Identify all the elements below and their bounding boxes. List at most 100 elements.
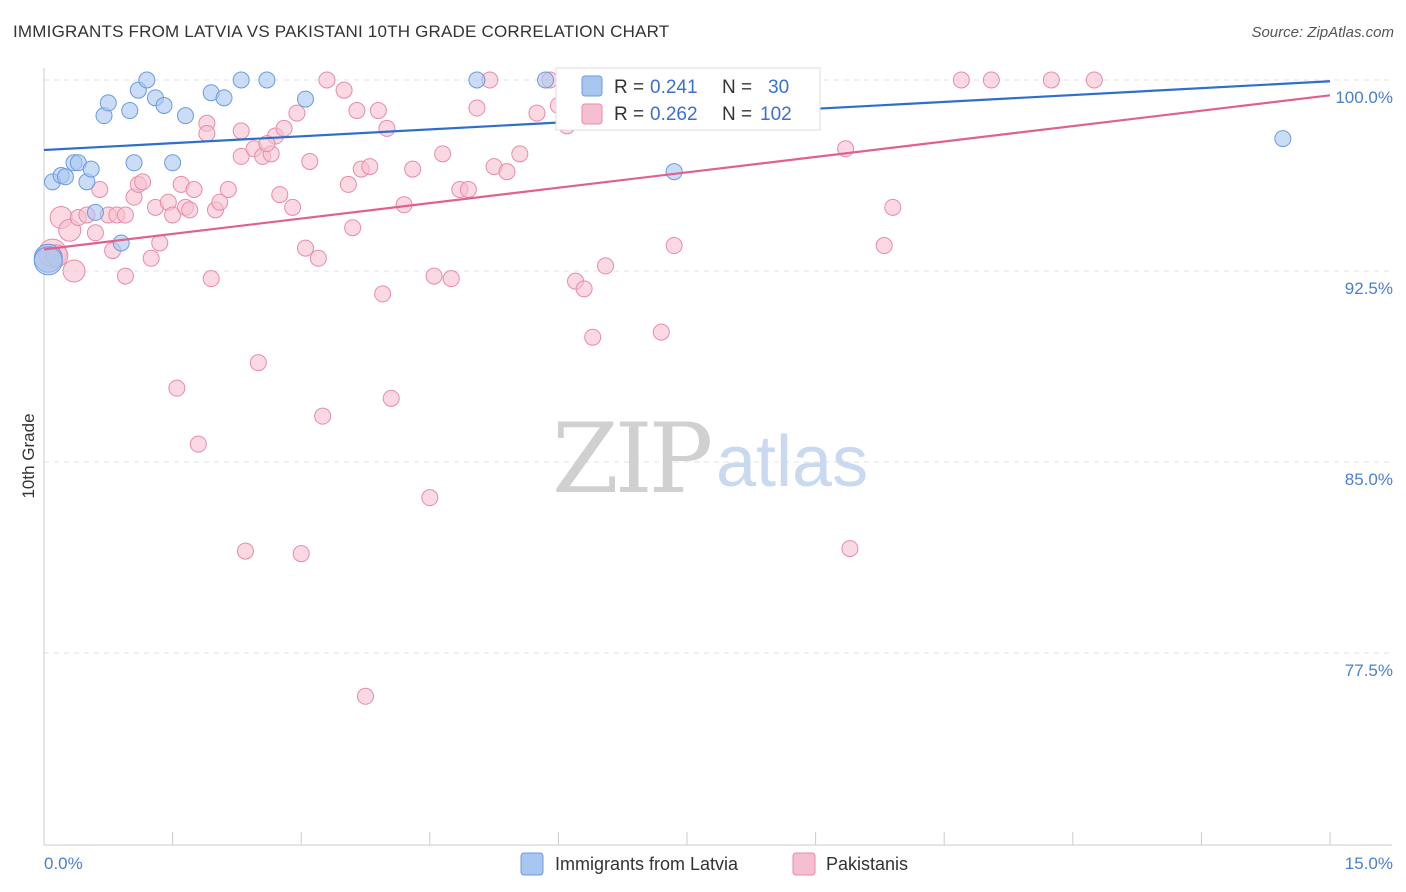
pakistani-point — [344, 219, 362, 237]
latvia-point — [468, 71, 486, 89]
pakistani-point — [134, 173, 152, 191]
legend: R = 0.241 N = 30 R = 0.262 N = 102 — [555, 67, 821, 131]
bottom-legend-swatch-pakistanis — [792, 852, 816, 876]
pakistani-point — [116, 267, 134, 285]
bottom-legend-swatch-latvia — [520, 852, 544, 876]
pakistani-point — [91, 181, 109, 199]
watermark-atlas: atlas — [716, 422, 868, 502]
pakistani-point — [249, 354, 267, 372]
legend-n-value-pakistanis: 102 — [760, 104, 792, 125]
pakistani-point — [62, 259, 86, 283]
latvia-point — [232, 71, 250, 89]
pakistani-point — [361, 158, 379, 176]
pakistani-point — [382, 389, 400, 407]
pakistani-point — [374, 285, 392, 303]
legend-swatch-latvia — [581, 75, 603, 97]
pakistani-point — [425, 267, 443, 285]
latvia-point — [56, 168, 74, 186]
pakistani-point — [236, 542, 254, 560]
pakistani-point — [468, 99, 486, 117]
source-label: Source: ZipAtlas.com — [1251, 24, 1394, 41]
pakistani-point — [164, 206, 182, 224]
pakistani-point — [189, 435, 207, 453]
pakistani-point — [275, 119, 293, 137]
latvia-point — [537, 71, 555, 89]
latvia-point — [258, 71, 276, 89]
pakistani-point — [404, 160, 422, 178]
latvia-point — [82, 160, 100, 178]
pakistani-point — [348, 102, 366, 120]
pakistani-point — [652, 323, 670, 341]
pakistani-point — [982, 71, 1000, 89]
y-tick-label: 77.5% — [1345, 661, 1393, 680]
y-tick-labels: 100.0% 92.5% 85.0% 77.5% — [1335, 88, 1393, 680]
pakistani-point — [309, 249, 327, 267]
latvia-point — [121, 102, 139, 120]
latvia-point — [296, 90, 314, 108]
pakistani-point — [597, 257, 615, 275]
pakistani-point — [271, 186, 289, 204]
trend-line-pakistanis — [43, 94, 1331, 251]
pakistani-point — [116, 206, 134, 224]
pakistani-point — [296, 239, 314, 257]
pakistani-point — [498, 163, 516, 181]
legend-r-value-latvia: 0.241 — [650, 77, 698, 98]
latvia-point — [86, 203, 104, 221]
pakistani-point — [875, 237, 893, 255]
legend-r-value-pakistanis: 0.262 — [650, 104, 698, 125]
latvia-point — [125, 154, 143, 172]
watermark: ZIP atlas — [552, 403, 868, 515]
bottom-legend: Immigrants from Latvia Pakistanis — [520, 852, 908, 876]
legend-r-label-latvia: R = — [614, 77, 644, 98]
latvia-point — [164, 154, 182, 172]
latvia-point — [665, 163, 683, 181]
pakistani-point — [1042, 71, 1060, 89]
legend-swatch-pakistanis — [581, 103, 603, 125]
data-points — [33, 71, 1292, 705]
pakistani-point — [86, 224, 104, 242]
pakistani-point — [442, 270, 460, 288]
pakistani-point — [421, 489, 439, 507]
pakistani-point — [185, 181, 203, 199]
grid-lines — [44, 79, 1392, 654]
watermark-zip: ZIP — [552, 403, 711, 515]
pakistani-point — [369, 102, 387, 120]
bottom-legend-label-pakistanis: Pakistanis — [826, 854, 908, 874]
pakistani-point — [511, 145, 529, 163]
pakistani-point — [181, 201, 199, 219]
x-ticks — [43, 832, 1331, 845]
pakistani-point — [301, 152, 319, 170]
pakistani-point — [434, 145, 452, 163]
x-tick-label-min: 0.0% — [44, 854, 83, 873]
pakistani-point — [318, 71, 336, 89]
bottom-legend-label-latvia: Immigrants from Latvia — [555, 854, 739, 874]
pakistani-point — [168, 379, 186, 397]
y-tick-label: 92.5% — [1345, 279, 1393, 298]
chart-title: IMMIGRANTS FROM LATVIA VS PAKISTANI 10TH… — [13, 22, 670, 41]
legend-r-label-pakistanis: R = — [614, 104, 644, 125]
latvia-point — [176, 107, 194, 125]
pakistani-point — [665, 237, 683, 255]
latvia-point — [215, 89, 233, 107]
pakistani-point — [232, 122, 250, 140]
pakistani-point — [528, 104, 546, 122]
pakistani-point — [884, 198, 902, 216]
pakistani-point — [339, 175, 357, 193]
pakistani-point — [357, 687, 374, 705]
pakistani-point — [575, 280, 593, 298]
pakistani-point — [292, 545, 310, 563]
pakistani-point — [258, 135, 276, 153]
pakistani-point — [335, 81, 353, 99]
latvia-point — [138, 71, 156, 89]
pakistani-point — [1085, 71, 1103, 89]
pakistani-point — [378, 119, 396, 137]
pakistani-point — [198, 124, 216, 142]
latvia-point — [1274, 130, 1292, 148]
legend-n-label-pakistanis: N = — [722, 104, 752, 125]
pakistani-point — [142, 249, 160, 267]
pakistani-point — [288, 104, 306, 122]
pakistani-point — [211, 193, 229, 211]
axes — [43, 68, 1392, 846]
latvia-point — [99, 94, 117, 112]
